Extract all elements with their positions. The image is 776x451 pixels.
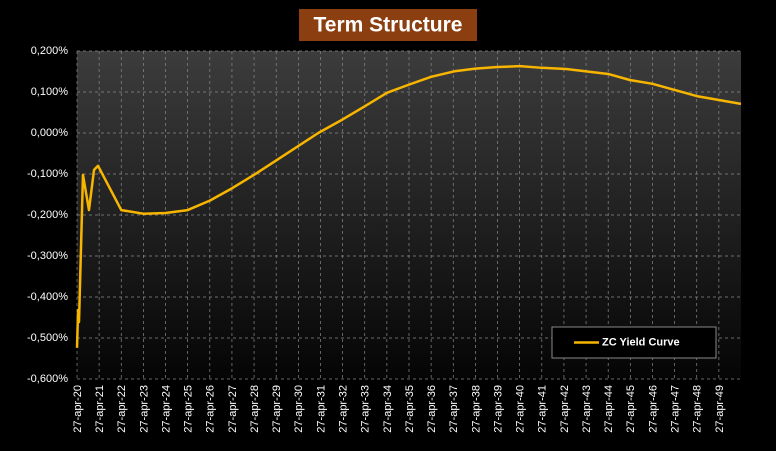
- y-tick-label: -0,400%: [27, 291, 68, 303]
- x-tick-label: 27-apr-26: [205, 385, 217, 433]
- x-tick-label: 27-apr-34: [382, 385, 394, 433]
- x-tick-label: 27-apr-23: [138, 385, 150, 433]
- y-tick-label: 0,000%: [31, 127, 69, 139]
- title-box: [299, 9, 477, 41]
- x-tick-label: 27-apr-49: [714, 385, 726, 433]
- x-tick-label: 27-apr-22: [116, 385, 128, 433]
- x-tick-label: 27-apr-25: [183, 385, 195, 433]
- legend: ZC Yield Curve: [551, 326, 717, 359]
- x-tick-label: 27-apr-24: [160, 385, 172, 433]
- x-tick-label: 27-apr-33: [360, 385, 372, 433]
- grid: [76, 50, 741, 380]
- y-tick-label: -0,200%: [27, 209, 68, 221]
- y-tick-label: -0,100%: [27, 168, 68, 180]
- x-tick-label: 27-apr-39: [492, 385, 504, 433]
- x-tick-label: 27-apr-32: [338, 385, 350, 433]
- x-tick-label: 27-apr-40: [515, 385, 527, 433]
- x-tick-label: 27-apr-20: [72, 385, 84, 433]
- x-tick-label: 27-apr-37: [448, 385, 460, 433]
- x-tick-label: 27-apr-27: [227, 385, 239, 433]
- y-tick-label: -0,600%: [27, 373, 68, 385]
- series-line: [75, 64, 742, 348]
- x-tick-label: 27-apr-46: [647, 385, 659, 433]
- x-tick-label: 27-apr-28: [249, 385, 261, 433]
- marks: [75, 64, 742, 348]
- x-tick-label: 27-apr-36: [426, 385, 438, 433]
- x-tick-label: 27-apr-21: [94, 385, 106, 433]
- x-tick-label: 27-apr-30: [293, 385, 305, 433]
- x-tick-label: 27-apr-29: [271, 385, 283, 433]
- x-tick-label: 27-apr-42: [559, 385, 571, 433]
- x-tick-label: 27-apr-43: [581, 385, 593, 433]
- labels: -0,600% -0,500% -0,400% -0,300% -0,200% -0,10…: [27, 45, 726, 433]
- y-tick-label: 0,200%: [31, 45, 69, 57]
- x-tick-label: 27-apr-31: [315, 385, 327, 433]
- y-tick-label: -0,500%: [27, 332, 68, 344]
- chart-title: Term Structure: [314, 14, 463, 37]
- x-tick-label: 27-apr-41: [537, 385, 549, 433]
- x-tick-label: 27-apr-47: [670, 385, 682, 433]
- legend-label: ZC Yield Curve: [602, 336, 680, 348]
- x-tick-label: 27-apr-45: [625, 385, 637, 433]
- x-tick-label: 27-apr-48: [692, 385, 704, 433]
- x-tick-label: 27-apr-44: [603, 385, 615, 433]
- y-tick-label: 0,100%: [31, 86, 69, 98]
- x-tick-label: 27-apr-35: [404, 385, 416, 433]
- y-tick-label: -0,300%: [27, 250, 68, 262]
- legend-box: [551, 326, 717, 359]
- x-tick-label: 27-apr-38: [470, 385, 482, 433]
